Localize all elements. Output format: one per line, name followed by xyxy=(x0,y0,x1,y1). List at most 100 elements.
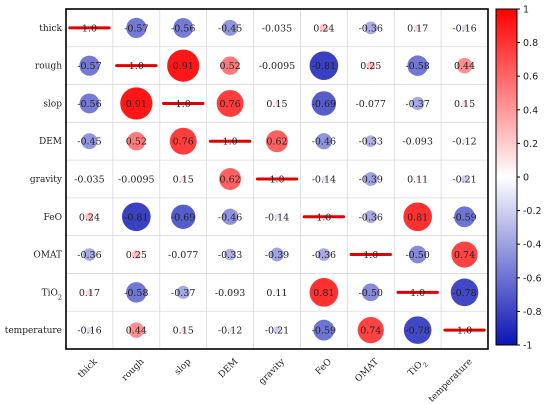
cell-temperature-thick-circle xyxy=(86,327,93,333)
cell-omat-tio2-circle xyxy=(408,245,427,264)
cell-feo-gravity-circle xyxy=(274,214,280,220)
cell-feo-rough-value: -0.81 xyxy=(124,212,148,223)
column-label-slop: slop xyxy=(173,357,193,377)
row-label-temperature: temperature xyxy=(5,326,62,336)
cell-thick-dem-circle xyxy=(222,19,239,36)
cell-thick-temperature-value: -0.16 xyxy=(452,23,476,34)
cell-omat-slop-value: -0.077 xyxy=(168,250,198,261)
cell-tio2-dem-circle xyxy=(228,290,232,294)
cell-slop-feo-circle xyxy=(311,91,337,116)
colorbar-tick-label: -0.2 xyxy=(523,206,542,217)
cell-omat-thick-value: -0.36 xyxy=(77,250,101,261)
cell-thick-dem-value: -0.45 xyxy=(218,23,242,34)
cell-feo-dem-circle xyxy=(221,208,239,225)
cell-tio2-temperature-circle xyxy=(450,278,479,307)
cell-thick-temperature-circle xyxy=(461,25,468,31)
cell-gravity-tio2-value: 0.11 xyxy=(407,175,428,186)
cell-thick-omat-circle xyxy=(364,21,378,35)
cell-gravity-gravity-value: 1.0 xyxy=(269,175,284,186)
cell-thick-tio2-value: 0.17 xyxy=(407,23,428,34)
cell-dem-feo-circle xyxy=(315,133,333,150)
row-label-dem: DEM xyxy=(39,137,62,147)
cell-omat-gravity-circle xyxy=(270,247,284,262)
cell-gravity-omat-value: -0.39 xyxy=(359,175,383,186)
cell-dem-thick-circle xyxy=(81,133,98,150)
cell-thick-thick-value: 1.0 xyxy=(82,23,97,34)
cell-feo-slop-circle xyxy=(171,204,196,229)
cell-gravity-dem-circle xyxy=(219,168,242,190)
column-label-temperature: temperature xyxy=(427,357,475,404)
cell-feo-tio2-circle xyxy=(403,202,432,232)
cell-dem-temperature-value: -0.12 xyxy=(452,137,476,148)
cell-slop-gravity-circle xyxy=(274,100,280,107)
cell-dem-thick-value: -0.45 xyxy=(77,137,101,148)
cell-dem-gravity-value: 0.62 xyxy=(266,137,287,148)
cell-thick-feo-circle xyxy=(319,23,329,33)
row-label-gravity: gravity xyxy=(30,175,63,185)
cell-temperature-dem-value: -0.12 xyxy=(218,326,242,337)
column-label-dem: DEM xyxy=(217,357,240,380)
cell-rough-omat-circle xyxy=(366,61,376,71)
cell-thick-gravity-value: -0.035 xyxy=(262,23,292,34)
cell-omat-dem-value: -0.33 xyxy=(218,250,242,261)
cell-temperature-omat-circle xyxy=(357,317,384,344)
colorbar-tick-label: -1 xyxy=(523,341,532,352)
cell-temperature-slop-value: 0.15 xyxy=(173,326,194,337)
cell-gravity-temperature-circle xyxy=(460,175,469,183)
cell-feo-rough-circle xyxy=(122,202,151,232)
column-label-thick: thick xyxy=(76,357,100,381)
grid-lines xyxy=(66,9,488,349)
cell-tio2-gravity-value: 0.11 xyxy=(266,288,287,299)
column-label-rough: rough xyxy=(120,357,146,383)
column-label-gravity: gravity xyxy=(257,356,287,386)
row-label-omat: OMAT xyxy=(33,251,62,261)
cell-gravity-feo-circle xyxy=(321,176,327,182)
cell-rough-temperature-value: 0.44 xyxy=(454,61,475,72)
cell-rough-feo-circle xyxy=(309,51,339,80)
cell-gravity-slop-value: 0.15 xyxy=(173,175,194,186)
cell-tio2-thick-value: 0.17 xyxy=(79,288,100,299)
cell-thick-feo-value: 0.24 xyxy=(313,23,334,34)
cell-temperature-omat-value: 0.74 xyxy=(360,326,381,337)
cell-dem-slop-circle xyxy=(169,127,197,155)
cell-gravity-tio2-circle xyxy=(415,177,420,181)
cell-dem-slop-value: 0.76 xyxy=(173,137,194,148)
cell-rough-dem-value: 0.52 xyxy=(220,61,241,72)
cell-omat-feo-circle xyxy=(317,248,331,261)
cell-thick-slop-value: -0.56 xyxy=(171,23,195,34)
colorbar-tick-label: 0.6 xyxy=(523,72,538,83)
cell-omat-gravity-value: -0.39 xyxy=(265,250,289,261)
cell-dem-gravity-circle xyxy=(266,130,288,153)
colorbar-gradient xyxy=(495,8,518,346)
cell-tio2-feo-circle xyxy=(309,278,339,307)
cell-tio2-dem-value: -0.093 xyxy=(215,288,245,299)
cell-dem-tio2-circle xyxy=(416,139,420,143)
cell-slop-rough-circle xyxy=(120,87,153,120)
cell-slop-dem-circle xyxy=(216,90,244,117)
cell-dem-temperature-circle xyxy=(462,139,467,144)
cell-rough-rough-value: 1.0 xyxy=(129,61,144,72)
plot-frame xyxy=(65,8,489,350)
cell-gravity-temperature-value: -0.21 xyxy=(452,175,476,186)
cell-rough-slop-circle xyxy=(167,49,200,82)
colorbar: 1 0.8 0.6 0.4 0.2 0 -0.2 -0.4 -0.6 -0.8 -1 xyxy=(495,5,542,352)
cell-slop-slop-value: 1.0 xyxy=(176,99,191,110)
cell-slop-omat-value: -0.077 xyxy=(356,99,386,110)
cell-dem-dem-value: 1.0 xyxy=(223,137,238,148)
row-label-rough: rough xyxy=(35,62,62,72)
cell-thick-omat-value: -0.36 xyxy=(359,23,383,34)
cell-tio2-feo-value: 0.81 xyxy=(313,288,334,299)
column-label-omat: OMAT xyxy=(354,357,381,384)
cell-feo-thick-value: 0.24 xyxy=(79,212,100,223)
cell-temperature-tio2-circle xyxy=(403,316,432,344)
cell-tio2-omat-circle xyxy=(361,283,380,302)
cell-omat-temperature-value: 0.74 xyxy=(454,250,475,261)
cell-slop-rough-value: 0.91 xyxy=(126,99,147,110)
cell-gravity-rough-value: -0.0095 xyxy=(118,175,154,186)
correlation-circles: 1.0 -0.57 -0.56 -0.45 -0.035 0.24 -0.36 0.17 -0.… xyxy=(68,17,486,344)
cell-temperature-rough-value: 0.44 xyxy=(126,326,147,337)
colorbar-tick-label: -0.4 xyxy=(523,240,542,251)
colorbar-tick-label: 0.2 xyxy=(523,139,538,150)
cell-temperature-temperature-value: 1.0 xyxy=(457,326,472,337)
cell-tio2-thick-circle xyxy=(86,289,93,296)
